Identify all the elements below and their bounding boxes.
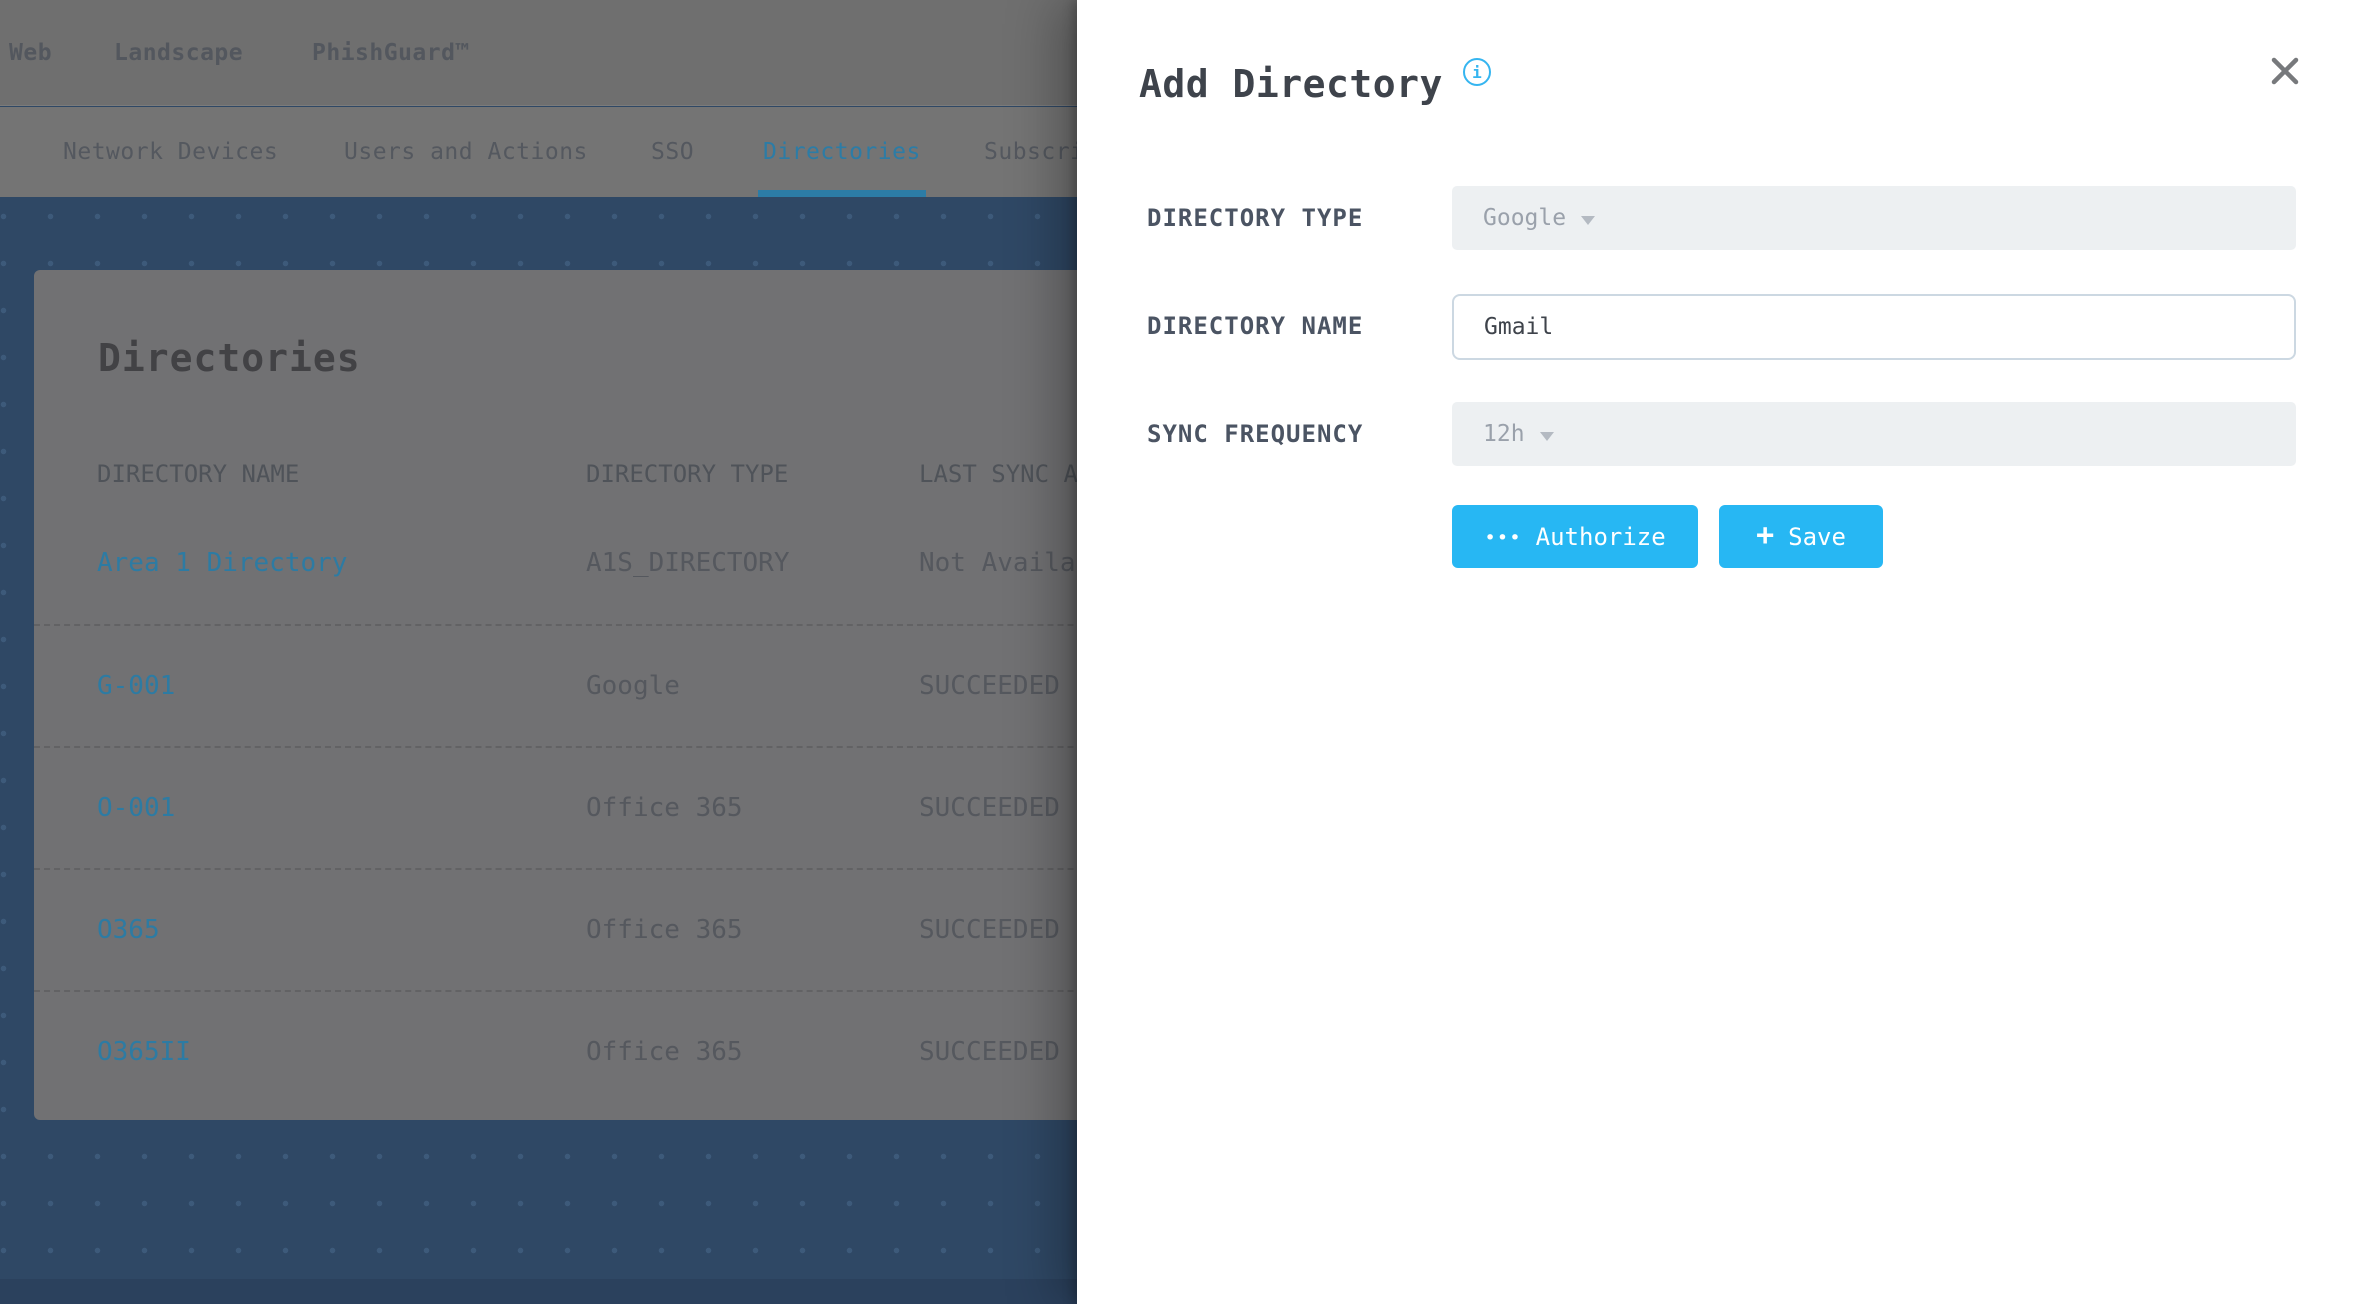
add-directory-panel: Add Directory i DIRECTORY TYPE Google DI… xyxy=(1077,0,2356,1304)
plus-icon: + xyxy=(1756,517,1775,553)
sync-frequency-value: 12h xyxy=(1483,421,1525,447)
page-title: Directories xyxy=(98,336,361,380)
last-sync-cell: SUCCEEDED xyxy=(919,671,1060,701)
directory-type-cell: Office 365 xyxy=(586,1037,743,1067)
panel-title: Add Directory xyxy=(1139,62,1443,106)
tab-sso[interactable]: SSO xyxy=(651,139,695,165)
info-icon[interactable]: i xyxy=(1463,58,1491,86)
close-button[interactable] xyxy=(2266,52,2304,90)
active-tab-underline xyxy=(758,190,926,197)
authorize-button[interactable]: ••• Authorize xyxy=(1452,505,1698,568)
directory-link[interactable]: Area 1 Directory xyxy=(97,548,348,578)
directory-type-value: Google xyxy=(1483,205,1567,231)
chevron-down-icon xyxy=(1539,431,1554,441)
tab-directories[interactable]: Directories xyxy=(758,107,926,197)
sync-frequency-label: SYNC FREQUENCY xyxy=(1147,420,1364,448)
directory-link[interactable]: O365 xyxy=(97,915,160,945)
tab-users-and-actions[interactable]: Users and Actions xyxy=(344,139,588,165)
tab-directories-label: Directories xyxy=(763,139,921,165)
column-header-directory-type: DIRECTORY TYPE xyxy=(586,460,789,488)
info-icon-glyph: i xyxy=(1472,62,1482,82)
directory-type-cell: Office 365 xyxy=(586,915,743,945)
directory-link[interactable]: O365II xyxy=(97,1037,191,1067)
table-row: Area 1 Directory A1S_DIRECTORY Not Avail… xyxy=(34,502,1214,624)
last-sync-cell: SUCCEEDED xyxy=(919,1037,1060,1067)
last-sync-cell: SUCCEEDED xyxy=(919,915,1060,945)
last-sync-cell: SUCCEEDED xyxy=(919,793,1060,823)
directory-type-label: DIRECTORY TYPE xyxy=(1147,204,1364,232)
nav-item-landscape[interactable]: Landscape xyxy=(114,39,244,66)
save-button[interactable]: + Save xyxy=(1719,505,1883,568)
directory-type-select[interactable]: Google xyxy=(1452,186,2296,250)
directory-type-cell: A1S_DIRECTORY xyxy=(586,548,790,578)
sync-frequency-select[interactable]: 12h xyxy=(1452,402,2296,466)
column-header-directory-name: DIRECTORY NAME xyxy=(97,460,300,488)
authorize-button-label: Authorize xyxy=(1535,522,1666,551)
directory-type-cell: Google xyxy=(586,671,680,701)
directory-link[interactable]: O-001 xyxy=(97,793,176,823)
table-row: O365II Office 365 SUCCEEDED xyxy=(34,990,1214,1112)
table-row: O-001 Office 365 SUCCEEDED xyxy=(34,746,1214,868)
nav-item-phishguard[interactable]: PhishGuard™ xyxy=(312,39,470,66)
chevron-down-icon xyxy=(1581,215,1596,225)
save-button-label: Save xyxy=(1788,522,1846,551)
table-row: G-001 Google SUCCEEDED xyxy=(34,624,1214,746)
table-row: O365 Office 365 SUCCEEDED xyxy=(34,868,1214,990)
directory-name-label: DIRECTORY NAME xyxy=(1147,312,1364,340)
directories-table-body: Area 1 Directory A1S_DIRECTORY Not Avail… xyxy=(34,502,1214,1112)
ellipsis-icon: ••• xyxy=(1484,526,1522,549)
tab-network-devices[interactable]: Network Devices xyxy=(63,139,279,165)
directory-type-cell: Office 365 xyxy=(586,793,743,823)
close-icon xyxy=(2271,57,2299,85)
column-header-last-sync: LAST SYNC AT xyxy=(919,460,1093,488)
directories-card: Directories DIRECTORY NAME DIRECTORY TYP… xyxy=(34,270,1214,1120)
directory-name-input[interactable] xyxy=(1452,294,2296,360)
nav-item-web[interactable]: Web xyxy=(9,39,53,66)
directory-link[interactable]: G-001 xyxy=(97,671,176,701)
